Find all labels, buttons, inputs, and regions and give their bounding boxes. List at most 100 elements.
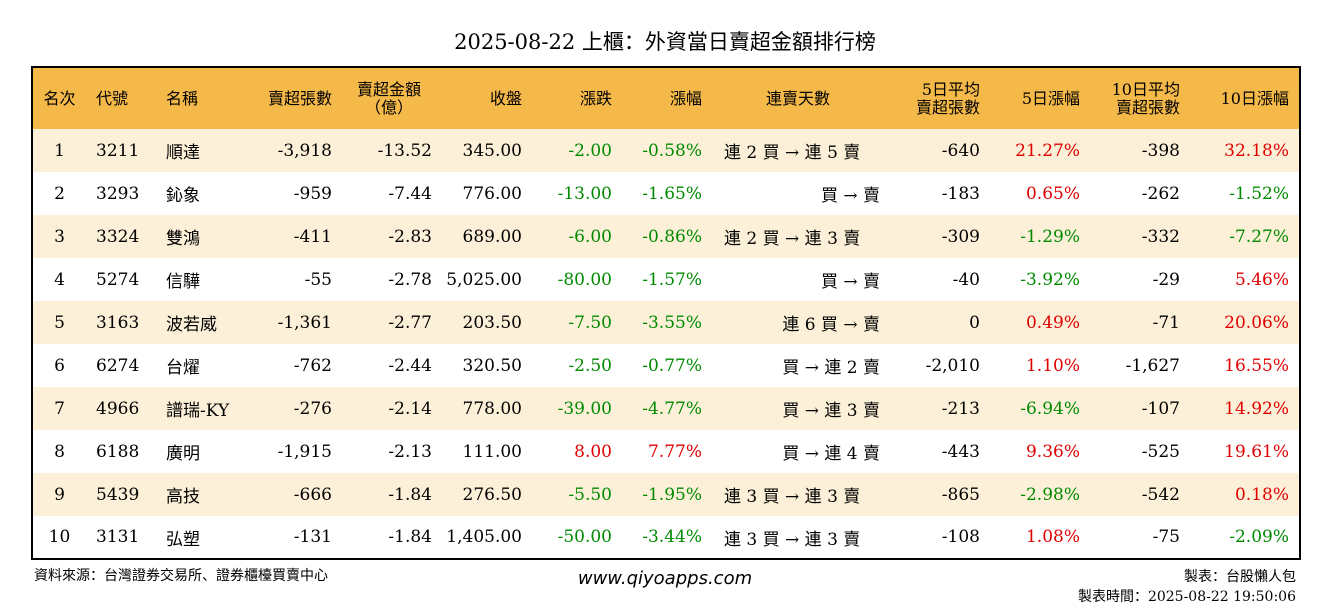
cell-net-sell-shares: -762 xyxy=(293,355,332,376)
cell-streak: 買 → 連 3 賣 xyxy=(782,401,880,421)
cell-name: 鈊象 xyxy=(166,186,200,206)
header-rank: 名次 xyxy=(43,88,76,108)
cell-change-pct: -1.65% xyxy=(642,183,702,204)
cell-avg10: -29 xyxy=(1152,269,1180,290)
cell-net-sell-shares: -411 xyxy=(293,226,332,247)
header-chg10: 10日漲幅 xyxy=(1220,88,1289,108)
cell-change: -39.00 xyxy=(557,398,612,419)
cell-net-sell-amount: -13.52 xyxy=(377,140,432,161)
cell-net-sell-amount: -2.77 xyxy=(388,312,432,333)
table-row: 2 3293 鈊象 -959 -7.44 776.00 -13.00 -1.65% 買 → 賣 -… xyxy=(32,172,1300,215)
cell-avg10: -75 xyxy=(1152,527,1180,547)
cell-streak: 買 → 連 4 賣 xyxy=(782,444,880,464)
cell-change-pct: -1.95% xyxy=(642,484,702,505)
cell-change: -6.00 xyxy=(568,226,612,247)
table-row: 8 6188 廣明 -1,915 -2.13 111.00 8.00 7.77% 買 → 連 4… xyxy=(32,430,1300,473)
cell-name: 信驊 xyxy=(166,272,200,292)
cell-rank: 10 xyxy=(48,527,71,547)
cell-chg10: 5.46% xyxy=(1234,269,1289,290)
table-row: 7 4966 譜瑞-KY -276 -2.14 778.00 -39.00 -4.77% 買 →… xyxy=(32,387,1300,430)
cell-net-sell-amount: -1.84 xyxy=(388,527,432,547)
cell-close: 1,405.00 xyxy=(446,527,522,547)
cell-avg5: -2,010 xyxy=(925,355,980,376)
cell-chg5: -1.29% xyxy=(1020,226,1080,247)
cell-net-sell-amount: -1.84 xyxy=(388,484,432,505)
made-time: 製表時間：2025-08-22 19:50:06 xyxy=(1077,589,1296,605)
cell-net-sell-amount: -2.44 xyxy=(388,355,432,376)
cell-close: 203.50 xyxy=(462,312,522,333)
cell-rank: 6 xyxy=(54,355,65,376)
header-net-sell-amount-line2: （億） xyxy=(364,97,413,117)
cell-close: 345.00 xyxy=(462,140,522,161)
cell-net-sell-shares: -959 xyxy=(293,183,332,204)
cell-avg5: -40 xyxy=(952,269,980,290)
cell-net-sell-amount: -2.14 xyxy=(388,398,432,419)
cell-avg10: -1,627 xyxy=(1125,355,1180,376)
cell-avg5: 0 xyxy=(969,312,980,333)
cell-name: 弘塑 xyxy=(166,529,200,550)
cell-net-sell-amount: -7.44 xyxy=(388,183,432,204)
header-chg5: 5日漲幅 xyxy=(1021,88,1080,108)
cell-code: 3163 xyxy=(96,312,140,333)
cell-chg5: 21.27% xyxy=(1015,140,1080,161)
cell-rank: 2 xyxy=(54,183,65,204)
cell-chg10: -7.27% xyxy=(1229,226,1289,247)
cell-change-pct: -0.86% xyxy=(642,226,702,247)
cell-change: -13.00 xyxy=(557,183,612,204)
cell-change-pct: -1.57% xyxy=(642,269,702,290)
cell-chg10: 20.06% xyxy=(1224,312,1289,333)
cell-net-sell-shares: -55 xyxy=(304,269,332,290)
cell-net-sell-amount: -2.83 xyxy=(388,226,432,247)
cell-chg10: 14.92% xyxy=(1224,398,1289,419)
header-code: 代號 xyxy=(96,88,129,108)
table-row: 10 3131 弘塑 -131 -1.84 1,405.00 -50.00 -3.44% 連 3… xyxy=(32,516,1300,559)
cell-avg10: -398 xyxy=(1141,140,1180,161)
header-name: 名稱 xyxy=(166,88,199,108)
cell-avg10: -262 xyxy=(1141,183,1180,204)
cell-close: 5,025.00 xyxy=(446,269,522,290)
cell-code: 6188 xyxy=(96,441,140,462)
maker: 製表：台股懶人包 xyxy=(1184,569,1296,585)
cell-rank: 3 xyxy=(54,226,65,247)
cell-avg10: -332 xyxy=(1141,226,1180,247)
cell-close: 776.00 xyxy=(462,183,522,204)
cell-chg5: -6.94% xyxy=(1020,398,1080,419)
header-avg5: 5日平均 賣超張數 xyxy=(890,67,990,129)
cell-avg5: -640 xyxy=(941,140,980,161)
cell-code: 3324 xyxy=(96,226,140,247)
cell-rank: 8 xyxy=(54,441,65,462)
cell-change: -7.50 xyxy=(568,312,612,333)
cell-avg10: -107 xyxy=(1141,398,1180,419)
header-net-sell-amount-line1: 賣超金額 xyxy=(356,79,421,99)
cell-name: 順達 xyxy=(166,143,200,163)
cell-streak: 買 → 賣 xyxy=(820,186,880,206)
header-avg10-line2: 賣超張數 xyxy=(1115,97,1180,117)
cell-change-pct: 7.77% xyxy=(647,441,702,462)
table-row: 4 5274 信驊 -55 -2.78 5,025.00 -80.00 -1.57% 買 → 賣… xyxy=(32,258,1300,301)
cell-net-sell-shares: -1,361 xyxy=(277,312,332,333)
cell-change-pct: -0.77% xyxy=(642,355,702,376)
cell-name: 廣明 xyxy=(166,444,200,464)
cell-rank: 4 xyxy=(54,269,65,290)
cell-rank: 7 xyxy=(54,398,65,419)
table-row: 5 3163 波若威 -1,361 -2.77 203.50 -7.50 -3.55% 連 6 … xyxy=(32,301,1300,344)
cell-change: -5.50 xyxy=(568,484,612,505)
cell-streak: 連 2 買 → 連 5 賣 xyxy=(724,143,861,163)
cell-net-sell-shares: -1,915 xyxy=(277,441,332,462)
cell-net-sell-shares: -666 xyxy=(293,484,332,505)
cell-close: 689.00 xyxy=(462,226,522,247)
ranking-table: 名次 代號 名稱 賣超張數 賣超金額 （億） 收盤 漲跌 漲幅 連賣天數 5日平均… xyxy=(31,66,1301,560)
cell-chg5: 1.10% xyxy=(1025,355,1080,376)
cell-chg10: 19.61% xyxy=(1224,441,1289,462)
cell-avg5: -443 xyxy=(941,441,980,462)
cell-chg5: -2.98% xyxy=(1020,484,1080,505)
cell-change-pct: -4.77% xyxy=(642,398,702,419)
header-avg10-line1: 10日平均 xyxy=(1111,79,1180,99)
cell-net-sell-shares: -3,918 xyxy=(277,140,332,161)
cell-close: 320.50 xyxy=(462,355,522,376)
cell-chg10: -2.09% xyxy=(1229,527,1289,547)
cell-avg5: -108 xyxy=(941,527,980,547)
header-avg5-line2: 賣超張數 xyxy=(915,97,980,117)
header-net-sell-shares: 賣超張數 xyxy=(267,88,332,108)
cell-change: 8.00 xyxy=(574,441,612,462)
